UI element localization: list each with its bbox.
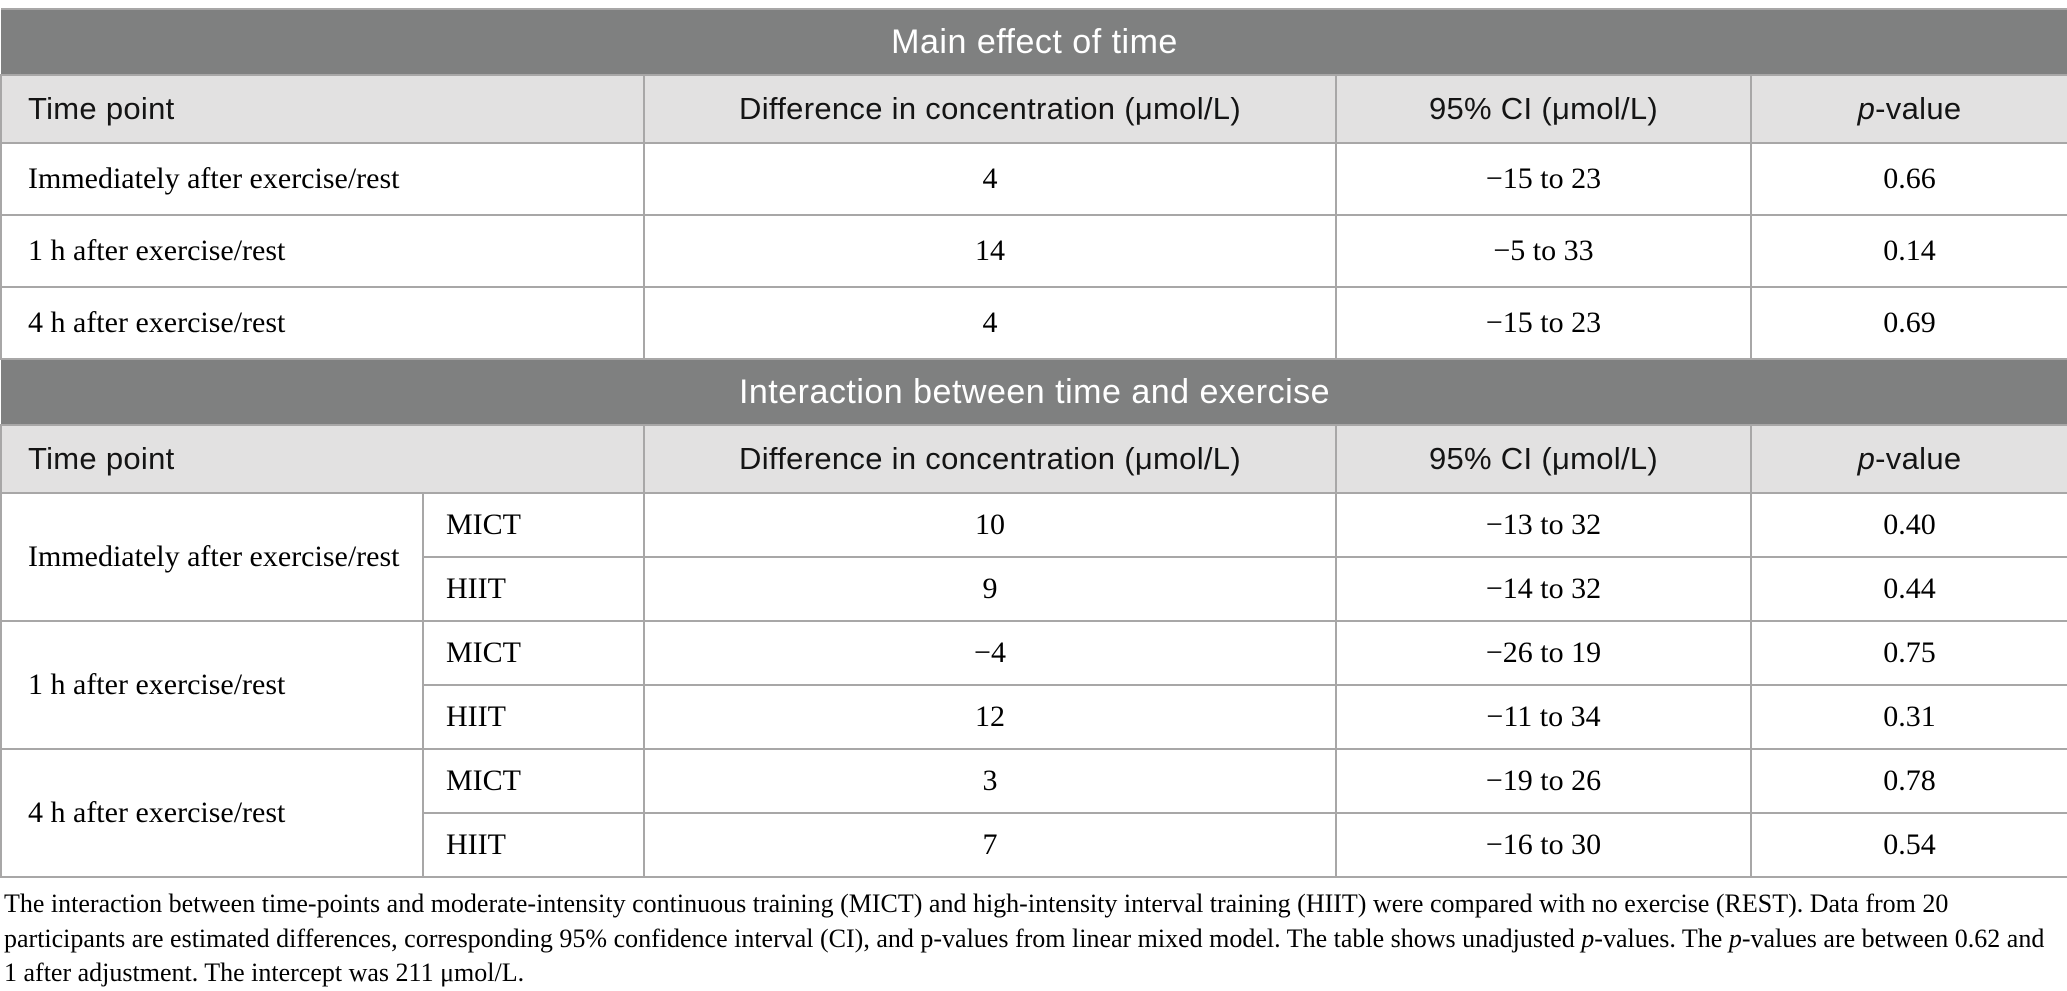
- p-value-italic-p: p: [1857, 441, 1876, 476]
- condition-cell: MICT: [422, 748, 645, 814]
- p-value-cell: 0.78: [1749, 748, 2067, 814]
- table-row: 4 h after exercise/rest MICT 3 −19 to 26…: [0, 748, 2067, 878]
- column-header-difference: Difference in concentration (μmol/L): [643, 424, 1337, 494]
- p-value-cell: 0.75: [1749, 620, 2067, 686]
- table-row: HIIT 9 −14 to 32 0.44: [1, 556, 2067, 622]
- column-header-difference: Difference in concentration (μmol/L): [643, 74, 1337, 144]
- ci-cell: −11 to 34: [1335, 684, 1752, 750]
- ci-cell: −5 to 33: [1335, 214, 1752, 288]
- table-row: HIIT 12 −11 to 34 0.31: [1, 684, 2067, 750]
- column-header-p-value: p-value: [1749, 74, 2067, 144]
- p-value-cell: 0.69: [1749, 286, 2067, 360]
- p-value-rest: -value: [1875, 441, 1962, 476]
- table-row: 1 h after exercise/rest MICT −4 −26 to 1…: [0, 620, 2067, 750]
- p-value-cell: 0.66: [1749, 142, 2067, 216]
- p-value-cell: 0.54: [1749, 812, 2067, 878]
- footnote: The interaction between time-points and …: [4, 889, 2045, 988]
- condition-cell: HIIT: [422, 684, 645, 750]
- p-value-cell: 0.44: [1749, 556, 2067, 622]
- time-point-cell: 4 h after exercise/rest: [0, 748, 424, 878]
- difference-cell: 9: [643, 556, 1337, 622]
- condition-cell: HIIT: [422, 812, 645, 878]
- ci-cell: −19 to 26: [1335, 748, 1752, 814]
- ci-cell: −13 to 32: [1335, 492, 1752, 558]
- difference-cell: 3: [643, 748, 1337, 814]
- column-header-ci: 95% CI (μmol/L): [1335, 74, 1752, 144]
- table-row: Immediately after exercise/rest 4 −15 to…: [0, 142, 2067, 216]
- column-header-row: Time point Difference in concentration (…: [0, 424, 2067, 494]
- p-value-cell: 0.31: [1749, 684, 2067, 750]
- p-value-cell: 0.40: [1749, 492, 2067, 558]
- ci-cell: −16 to 30: [1335, 812, 1752, 878]
- column-header-row: Time point Difference in concentration (…: [0, 74, 2067, 144]
- section-header-row: Main effect of time: [1, 8, 2067, 76]
- column-header-p-value: p-value: [1749, 424, 2067, 494]
- difference-cell: −4: [643, 620, 1337, 686]
- p-value-italic-p: p: [1857, 91, 1876, 126]
- ci-cell: −15 to 23: [1335, 142, 1752, 216]
- table-row: 4 h after exercise/rest 4 −15 to 23 0.69: [0, 286, 2067, 360]
- condition-cell: MICT: [422, 620, 645, 686]
- difference-cell: 10: [643, 492, 1337, 558]
- results-table: Main effect of time Time point Differenc…: [0, 8, 2067, 878]
- difference-cell: 7: [643, 812, 1337, 878]
- table-row: HIIT 7 −16 to 30 0.54: [1, 812, 2067, 878]
- difference-cell: 4: [643, 142, 1337, 216]
- p-value-cell: 0.14: [1749, 214, 2067, 288]
- p-value-rest: -value: [1875, 91, 1962, 126]
- condition-cell: MICT: [422, 492, 645, 558]
- section-bar-main-effect: Main effect of time: [1, 8, 2067, 76]
- table-row: Immediately after exercise/rest MICT 10 …: [0, 492, 2067, 622]
- section-bar-interaction: Interaction between time and exercise: [1, 358, 2067, 426]
- column-header-ci: 95% CI (μmol/L): [1335, 424, 1752, 494]
- difference-cell: 4: [643, 286, 1337, 360]
- table-row: 1 h after exercise/rest 14 −5 to 33 0.14: [0, 214, 2067, 288]
- time-point-cell: 1 h after exercise/rest: [0, 620, 424, 750]
- time-point-cell: 4 h after exercise/rest: [0, 286, 645, 360]
- ci-cell: −14 to 32: [1335, 556, 1752, 622]
- difference-cell: 12: [643, 684, 1337, 750]
- section-header-row: Interaction between time and exercise: [1, 358, 2067, 426]
- difference-cell: 14: [643, 214, 1337, 288]
- column-header-time-point: Time point: [0, 424, 645, 494]
- ci-cell: −26 to 19: [1335, 620, 1752, 686]
- condition-cell: HIIT: [422, 556, 645, 622]
- time-point-cell: Immediately after exercise/rest: [0, 142, 645, 216]
- ci-cell: −15 to 23: [1335, 286, 1752, 360]
- time-point-cell: 1 h after exercise/rest: [0, 214, 645, 288]
- time-point-cell: Immediately after exercise/rest: [0, 492, 424, 622]
- column-header-time-point: Time point: [0, 74, 645, 144]
